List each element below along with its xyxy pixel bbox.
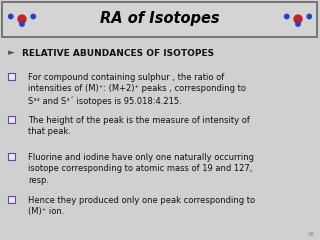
Circle shape: [18, 15, 26, 23]
Text: 58: 58: [308, 232, 315, 237]
Bar: [8, 115, 15, 122]
Circle shape: [20, 22, 24, 26]
Text: RA of Isotopes: RA of Isotopes: [100, 12, 220, 26]
Text: RELATIVE ABUNDANCES OF ISOTOPES: RELATIVE ABUNDANCES OF ISOTOPES: [22, 48, 214, 58]
Text: ►: ►: [8, 48, 15, 58]
Text: For compound containing sulphur , the ratio of
intensities of (M)⁺: (M+2)⁺ peaks: For compound containing sulphur , the ra…: [28, 73, 246, 106]
Circle shape: [294, 15, 302, 23]
Circle shape: [31, 14, 36, 19]
Text: The height of the peak is the measure of intensity of
that peak.: The height of the peak is the measure of…: [28, 116, 250, 137]
Text: Fluorine and iodine have only one naturally occurring
isotope corresponding to a: Fluorine and iodine have only one natura…: [28, 153, 254, 185]
Bar: [8, 72, 15, 79]
Text: Hence they produced only one peak corresponding to
(M)⁺ ion.: Hence they produced only one peak corres…: [28, 196, 255, 216]
Bar: [8, 152, 15, 160]
Circle shape: [296, 22, 300, 26]
Circle shape: [307, 14, 311, 19]
Circle shape: [284, 14, 289, 19]
Bar: [8, 196, 15, 203]
Circle shape: [9, 14, 13, 19]
